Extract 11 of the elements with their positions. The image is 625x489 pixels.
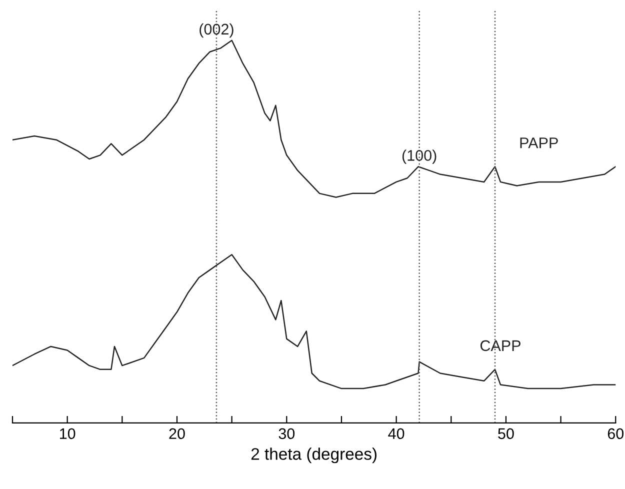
x-tick-label: 10 — [60, 428, 76, 440]
text: PAPP — [520, 138, 558, 148]
annotation: (002) — [200, 23, 234, 38]
x-axis-title: 2 theta (degrees) — [251, 448, 376, 464]
x-tick-label: 40 — [388, 428, 404, 440]
x-tick-label: 60 — [608, 428, 624, 440]
x-tick-label: 50 — [498, 428, 514, 440]
x-tick-label: 20 — [169, 428, 185, 440]
annotation: (100) — [402, 150, 436, 164]
x-tick-label: 30 — [278, 428, 295, 440]
series-label: CAPP — [480, 340, 520, 352]
